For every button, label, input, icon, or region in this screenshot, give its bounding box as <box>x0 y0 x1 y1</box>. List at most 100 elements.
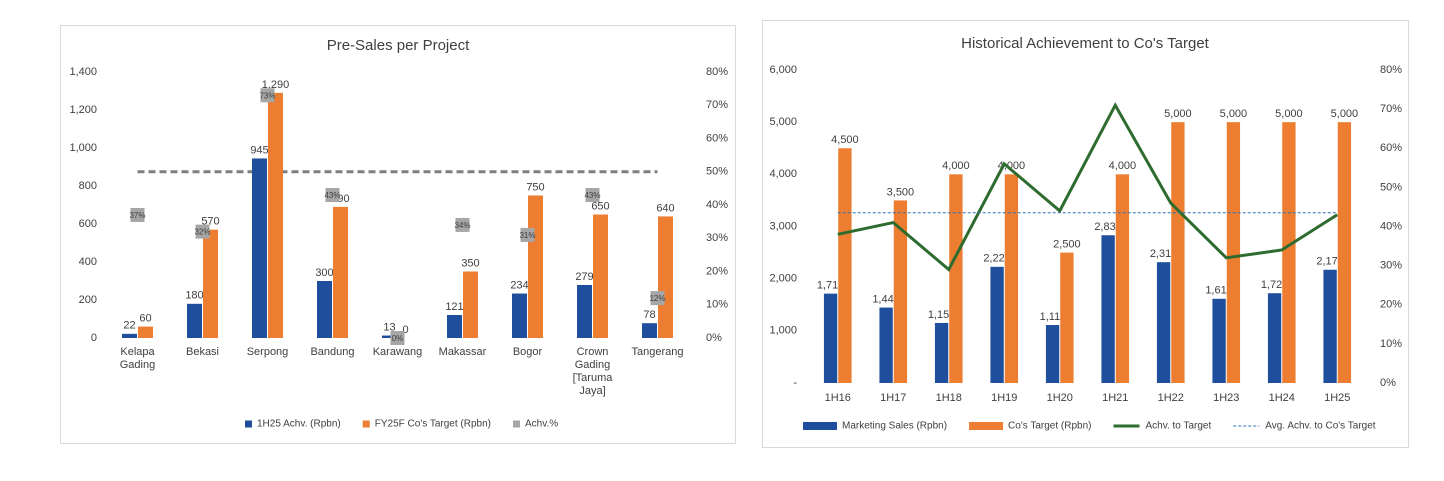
y-tick-label: 6,000 <box>769 64 797 76</box>
bar <box>934 322 949 383</box>
data-label: 22 <box>123 320 135 332</box>
marker <box>650 291 665 306</box>
bar <box>577 284 592 338</box>
x-tick-label: Serpong <box>246 346 289 358</box>
x-tick-label: Kelapa Gading <box>119 346 156 371</box>
data-label: 34% <box>454 221 470 230</box>
y-tick-label: 1,000 <box>69 142 97 154</box>
data-label: 234 <box>510 279 528 291</box>
x-tick-label: Crown Gading [Taruma Jaya] <box>572 346 613 397</box>
bar <box>642 323 657 338</box>
data-label: 279 <box>575 271 593 283</box>
data-label: 300 <box>315 267 333 279</box>
y-tick-label: 3,000 <box>769 220 797 232</box>
data-label: 5,000 <box>1164 108 1192 120</box>
bar <box>1045 325 1060 383</box>
data-label: 43% <box>584 191 600 200</box>
y2-tick-label: 40% <box>706 199 728 211</box>
y2-tick-label: 10% <box>706 299 728 311</box>
y2-tick-label: 60% <box>1380 142 1402 154</box>
y2-tick-label: 70% <box>706 99 728 111</box>
data-label: 1,614 <box>1205 285 1233 297</box>
bar <box>1212 298 1226 383</box>
bar <box>203 229 218 338</box>
marker <box>195 224 210 239</box>
bar <box>463 271 478 338</box>
x-tick-label: 1H19 <box>991 392 1018 404</box>
y2-tick-label: 50% <box>706 166 728 178</box>
data-label: 4,500 <box>831 134 859 146</box>
y-tick-label: 0 <box>91 332 97 344</box>
x-tick-label: Tangerang <box>631 346 684 358</box>
chart-title: Pre-Sales per Project <box>327 37 470 54</box>
data-label: 1,721 <box>1261 279 1289 291</box>
x-tick-label-box: 1H21 <box>1102 392 1129 404</box>
x-tick-label-box: Kelapa Gading <box>119 346 156 371</box>
x-tick-label-box: Bekasi <box>186 346 219 358</box>
data-label: 2,316 <box>1150 248 1178 260</box>
bar <box>1226 122 1241 384</box>
bar <box>447 315 462 338</box>
x-tick-label: Karawang <box>372 346 423 358</box>
x-tick-label-box: 1H23 <box>1213 392 1240 404</box>
marker <box>455 217 470 232</box>
bar <box>138 326 153 338</box>
data-label: 2,171 <box>1316 256 1344 268</box>
x-tick-label: 1H23 <box>1213 392 1240 404</box>
y2-tick-label: 80% <box>706 66 728 78</box>
y-tick-label: 800 <box>79 180 97 192</box>
bar <box>1282 122 1296 384</box>
bar <box>187 303 202 338</box>
data-label: 945 <box>250 144 268 156</box>
y-tick-label: 5,000 <box>769 116 797 128</box>
bar <box>893 200 908 383</box>
chart-frame <box>762 20 1409 448</box>
y2-tick-label: 0% <box>706 332 722 344</box>
x-tick-label: Bogor <box>512 346 543 358</box>
x-tick-label: 1H18 <box>935 392 962 404</box>
bar <box>1337 122 1352 384</box>
chart-title: Historical Achievement to Co's Target <box>961 35 1210 52</box>
data-label: 73% <box>259 91 275 100</box>
data-label: 60 <box>139 313 151 325</box>
bar <box>1101 235 1115 383</box>
bar <box>268 92 283 339</box>
x-tick-label: 1H24 <box>1268 392 1295 404</box>
x-tick-label-box: 1H19 <box>991 392 1018 404</box>
bar <box>949 174 963 383</box>
data-label: 2,832 <box>1094 221 1122 233</box>
data-label: 1,151 <box>928 309 956 321</box>
marker <box>390 331 405 345</box>
data-label: 78 <box>643 309 655 321</box>
x-tick-label: 1H20 <box>1046 392 1073 404</box>
data-label: 640 <box>656 202 674 214</box>
data-label: 43% <box>324 191 340 200</box>
y2-tick-label: 30% <box>1380 260 1402 272</box>
bar <box>512 293 527 338</box>
y-tick-label: - <box>793 377 797 389</box>
bar <box>122 333 137 338</box>
marker <box>520 227 535 242</box>
x-tick-label: Bandung <box>310 346 355 358</box>
x-tick-label-box: 1H17 <box>880 392 906 404</box>
bar <box>317 281 332 338</box>
bar <box>528 195 543 338</box>
bar <box>333 206 348 338</box>
x-tick-label-box: 1H24 <box>1268 392 1295 404</box>
y-tick-label: 1,200 <box>69 104 97 116</box>
legend-label: Achv. to Target <box>1145 421 1211 432</box>
data-label: 13 <box>383 321 395 333</box>
y2-tick-label: 50% <box>1380 181 1402 193</box>
x-tick-label: 1H21 <box>1102 392 1129 404</box>
bar <box>1115 174 1130 383</box>
x-tick-label: 1H22 <box>1157 392 1184 404</box>
bar <box>1267 293 1282 383</box>
bar <box>382 335 397 338</box>
bar <box>593 214 608 338</box>
chart-frame <box>60 25 736 444</box>
data-label: 1,446 <box>872 293 900 305</box>
y2-tick-label: 40% <box>1380 220 1402 232</box>
legend-symbol <box>362 420 370 428</box>
data-label: 12% <box>649 294 665 303</box>
data-label: 2,500 <box>1053 238 1081 250</box>
